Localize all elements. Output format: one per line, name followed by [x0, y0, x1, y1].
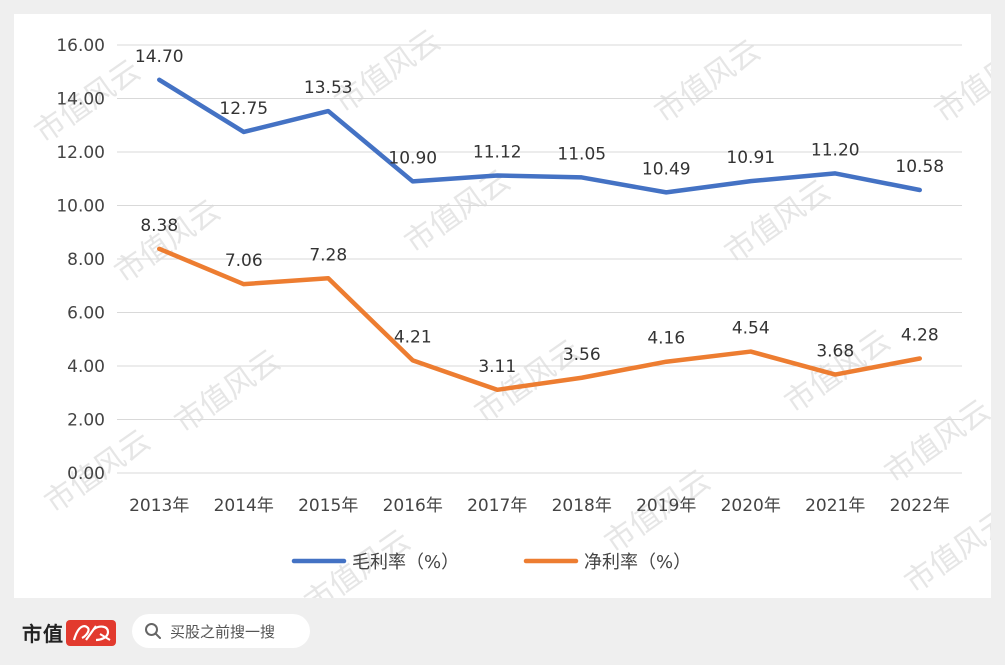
x-tick-label: 2021年 — [805, 496, 865, 516]
search-input[interactable]: 买股之前搜一搜 — [132, 614, 310, 648]
x-tick-label: 2016年 — [383, 496, 443, 516]
data-label: 3.11 — [478, 357, 516, 377]
data-label: 13.53 — [304, 78, 353, 98]
y-axis-tick-labels: 0.00 2.00 4.00 6.00 8.00 10.00 12.00 14.00 16.00 — [56, 36, 105, 484]
legend-label: 净利率（%） — [584, 552, 691, 573]
data-label: 10.90 — [388, 148, 437, 168]
net-margin-line — [157, 246, 922, 393]
legend[interactable]: 毛利率（%） 净利率（%） — [291, 552, 691, 573]
data-label: 11.05 — [557, 144, 606, 164]
y-tick-label: 2.00 — [67, 411, 105, 431]
series-lines — [157, 77, 922, 393]
x-tick-label: 2019年 — [636, 496, 696, 516]
y-tick-label: 0.00 — [67, 464, 105, 484]
watermark-text: 市值风云 — [719, 173, 837, 270]
data-label: 10.49 — [642, 159, 691, 179]
data-label: 10.91 — [726, 148, 775, 168]
data-label: 14.70 — [135, 47, 184, 67]
gridlines — [117, 44, 962, 474]
y-tick-label: 8.00 — [67, 250, 105, 270]
data-label: 4.16 — [647, 329, 685, 349]
x-tick-label: 2018年 — [552, 496, 612, 516]
watermark-text: 市值风云 — [899, 503, 991, 598]
x-axis-tick-labels: 2013年 2014年 2015年 2016年 2017年 2018年 2019年 2020年… — [129, 496, 950, 516]
watermark-text: 市值风云 — [879, 393, 991, 490]
legend-label: 毛利率（%） — [352, 552, 459, 573]
data-label: 3.56 — [563, 345, 601, 365]
y-tick-label: 10.00 — [56, 197, 105, 217]
data-label: 3.68 — [816, 342, 854, 362]
data-labels: 14.70 12.75 13.53 10.90 11.12 11.05 10.49 10.91… — [135, 47, 944, 377]
y-tick-label: 16.00 — [56, 36, 105, 56]
data-label: 8.38 — [140, 216, 178, 236]
x-tick-label: 2017年 — [467, 496, 527, 516]
x-tick-label: 2014年 — [214, 496, 274, 516]
watermark-text: 市值风云 — [169, 343, 287, 440]
search-placeholder: 买股之前搜一搜 — [170, 622, 276, 641]
gross-margin-line — [157, 77, 922, 195]
x-tick-label: 2015年 — [298, 496, 358, 516]
data-label: 7.28 — [309, 245, 347, 265]
chart-card: 市值风云 市值风云 市值风云 市值风云 市值风云 市值风云 市值风云 市值风云 市值风云 市值风云… — [14, 14, 991, 598]
brand-text: 市值 — [22, 622, 64, 646]
data-label: 4.21 — [394, 327, 432, 347]
brand-mark-logo — [66, 619, 116, 646]
brand-mark-logo-graphic — [72, 624, 111, 641]
y-tick-label: 4.00 — [67, 357, 105, 377]
data-label: 7.06 — [225, 251, 263, 271]
y-tick-label: 14.00 — [56, 90, 105, 110]
y-tick-label: 12.00 — [56, 143, 105, 163]
watermark-text: 市值风云 — [929, 33, 991, 130]
x-tick-label: 2022年 — [890, 496, 950, 516]
data-label: 11.12 — [473, 143, 522, 163]
data-label: 4.54 — [732, 319, 770, 339]
x-tick-label: 2013年 — [129, 496, 189, 516]
brand-logo[interactable]: 市值 — [22, 618, 116, 647]
x-tick-label: 2020年 — [721, 496, 781, 516]
watermark-text: 市值风云 — [649, 33, 767, 130]
footer-bar: 市值 买股之前搜一搜 — [0, 600, 1005, 665]
data-label: 12.75 — [219, 99, 268, 119]
y-tick-label: 6.00 — [67, 304, 105, 324]
search-icon — [145, 623, 161, 639]
watermark-text: 市值风云 — [109, 193, 227, 290]
data-label: 10.58 — [895, 157, 944, 177]
data-label: 11.20 — [811, 140, 860, 160]
data-label: 4.28 — [901, 326, 939, 346]
watermark-text: 市值风云 — [779, 323, 897, 420]
watermark-text: 市值风云 — [329, 23, 447, 120]
